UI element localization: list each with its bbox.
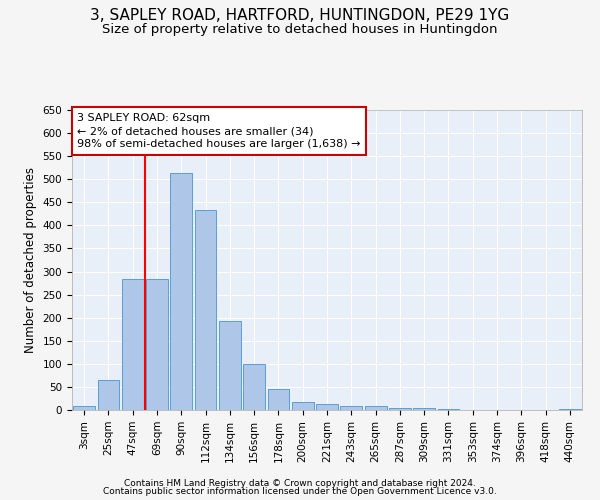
Bar (97, 380, 119, 410)
Text: 3 SAPLEY ROAD: 62sqm
← 2% of detached houses are smaller (34)
98% of semi-detach: 3 SAPLEY ROAD: 62sqm ← 2% of detached ho… (77, 113, 361, 150)
Bar (194, 210, 217, 410)
Bar (365, 406, 386, 410)
Bar (559, 408, 581, 410)
Text: Contains HM Land Registry data © Crown copyright and database right 2024.: Contains HM Land Registry data © Crown c… (124, 478, 476, 488)
Text: 3, SAPLEY ROAD, HARTFORD, HUNTINGDON, PE29 1YG: 3, SAPLEY ROAD, HARTFORD, HUNTINGDON, PE… (91, 8, 509, 22)
Bar (268, 389, 289, 410)
Bar (170, 173, 192, 410)
Bar (122, 280, 143, 410)
Bar (437, 409, 460, 410)
Bar (292, 402, 314, 410)
Bar (73, 406, 95, 410)
Bar (316, 404, 338, 410)
Text: Contains public sector information licensed under the Open Government Licence v3: Contains public sector information licen… (103, 487, 497, 496)
Bar (146, 280, 168, 410)
Bar (389, 408, 411, 410)
Bar (243, 364, 265, 410)
Text: Size of property relative to detached houses in Huntingdon: Size of property relative to detached ho… (102, 22, 498, 36)
Y-axis label: Number of detached properties: Number of detached properties (24, 167, 37, 353)
Bar (219, 321, 241, 410)
Bar (340, 406, 362, 410)
Bar (413, 408, 435, 410)
